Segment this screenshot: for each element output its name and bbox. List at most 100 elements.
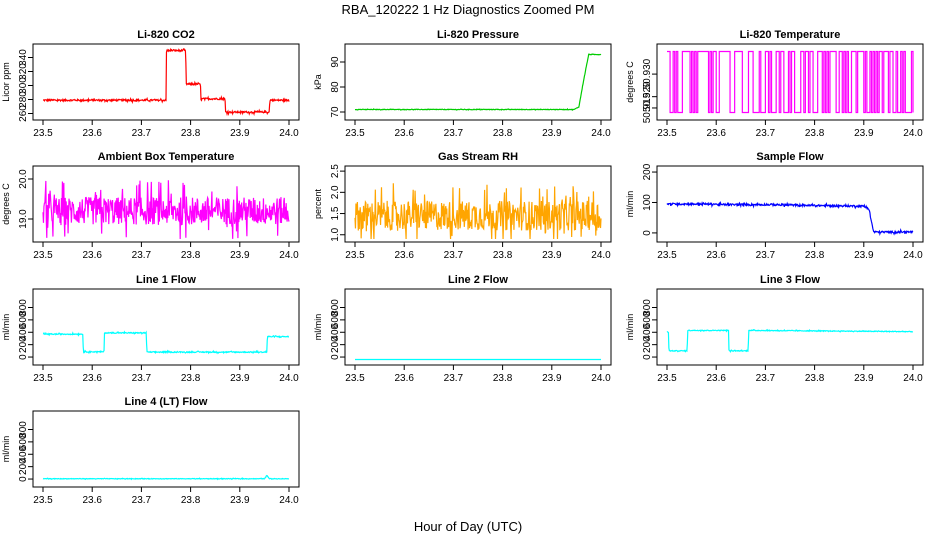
panel-7: Line 1 Flow 23.5 23.6 23.7 23.8 23.9 24.0 02004… [1, 274, 300, 384]
panel-9: Line 3 Flow 23.5 23.6 23.7 23.8 23.9 24.0 02004… [625, 274, 924, 384]
x-tick-label: 23.6 [82, 128, 102, 139]
panel-title: Gas Stream RH [438, 151, 518, 163]
x-tick-label: 23.9 [230, 373, 250, 384]
x-tick-label: 23.8 [181, 250, 201, 261]
x-tick-label: 23.9 [854, 250, 874, 261]
x-tick-label: 24.0 [591, 250, 611, 261]
x-tick-label: 23.6 [394, 373, 414, 384]
panel-2: Li-820 Pressure 23.5 23.6 23.7 23.8 23.9 24.0 7… [313, 29, 612, 139]
plot-frame [32, 165, 300, 243]
y-tick-label: 2.0 [330, 185, 341, 199]
y-tick-label: 400 [330, 323, 341, 340]
y-tick-label: 600 [330, 311, 341, 328]
y-tick-label: 340 [18, 49, 29, 66]
plot-frame [32, 43, 300, 121]
figure-xlabel: Hour of Day (UTC) [414, 519, 522, 534]
x-tick-label: 23.5 [33, 373, 53, 384]
plot-frame [656, 165, 924, 243]
x-tick-label: 23.5 [345, 128, 365, 139]
panel-3: Li-820 Temperature 23.5 23.6 23.7 23.8 23.9 24… [625, 29, 924, 139]
plot-frame [656, 43, 924, 121]
x-tick-label: 23.5 [657, 128, 677, 139]
y-tick-label: 400 [18, 445, 29, 462]
y-tick-label: 200 [642, 163, 653, 180]
x-tick-label: 23.6 [82, 373, 102, 384]
x-tick-label: 23.8 [493, 250, 513, 261]
x-tick-label: 23.5 [33, 128, 53, 139]
y-tick-label: 300 [18, 77, 29, 94]
y-tick-label: 800 [642, 299, 653, 316]
x-tick-label: 23.8 [493, 373, 513, 384]
y-axis-label: degrees C [625, 61, 635, 103]
y-tick-label: 70 [330, 106, 341, 118]
x-tick-label: 23.7 [756, 373, 776, 384]
y-tick-label: 50.920 [642, 81, 653, 112]
x-tick-label: 23.6 [394, 250, 414, 261]
series-line [667, 50, 914, 114]
y-tick-label: 0 [18, 476, 29, 482]
panel-title: Li-820 CO2 [137, 29, 194, 41]
x-tick-label: 24.0 [279, 128, 299, 139]
x-tick-label: 24.0 [903, 128, 923, 139]
x-tick-label: 23.9 [542, 128, 562, 139]
series-line [42, 47, 290, 117]
x-tick-label: 23.6 [82, 495, 102, 506]
panel-title: Ambient Box Temperature [98, 151, 235, 163]
x-tick-label: 24.0 [279, 495, 299, 506]
panel-title: Line 2 Flow [448, 274, 508, 286]
y-tick-label: 800 [330, 299, 341, 316]
panel-title: Line 3 Flow [760, 274, 820, 286]
y-tick-label: 0 [330, 354, 341, 360]
x-tick-label: 24.0 [591, 373, 611, 384]
x-tick-label: 24.0 [903, 373, 923, 384]
x-tick-label: 23.6 [706, 373, 726, 384]
x-tick-label: 23.9 [542, 373, 562, 384]
x-tick-label: 23.8 [805, 373, 825, 384]
x-tick-label: 23.9 [230, 495, 250, 506]
x-tick-label: 23.7 [444, 250, 464, 261]
panel-10: Line 4 (LT) Flow 23.5 23.6 23.7 23.8 23.9 24.0… [1, 396, 300, 506]
figure-title: RBA_120222 1 Hz Diagnostics Zoomed PM [342, 2, 595, 17]
x-tick-label: 24.0 [279, 250, 299, 261]
plot-frame [656, 288, 924, 366]
y-tick-label: 0 [642, 354, 653, 360]
x-tick-label: 23.5 [33, 495, 53, 506]
x-tick-label: 23.9 [230, 250, 250, 261]
plot-frame [32, 288, 300, 366]
x-tick-label: 23.9 [230, 128, 250, 139]
x-tick-label: 23.6 [706, 250, 726, 261]
x-tick-label: 23.6 [394, 128, 414, 139]
series-line [354, 53, 602, 112]
panel-title: Sample Flow [756, 151, 824, 163]
y-tick-label: 1.5 [330, 206, 341, 220]
y-tick-label: 260 [18, 105, 29, 122]
y-axis-label: percent [313, 188, 323, 219]
y-tick-label: 19.0 [18, 209, 29, 229]
series-line [666, 200, 914, 237]
panel-6: Sample Flow 23.5 23.6 23.7 23.8 23.9 24.0 0 100 2… [625, 151, 924, 261]
x-tick-label: 23.7 [132, 373, 152, 384]
y-tick-label: 800 [18, 299, 29, 316]
series-line [42, 330, 290, 355]
y-axis-label: kPa [313, 74, 323, 90]
x-tick-label: 23.8 [493, 128, 513, 139]
panel-5: Gas Stream RH 23.5 23.6 23.7 23.8 23.9 24.0 1.0… [313, 151, 612, 261]
x-tick-label: 24.0 [279, 373, 299, 384]
panel-title: Line 4 (LT) Flow [125, 396, 208, 408]
y-tick-label: 280 [18, 91, 29, 108]
x-tick-label: 23.7 [756, 128, 776, 139]
series-line [354, 183, 602, 240]
x-tick-label: 23.5 [345, 250, 365, 261]
plot-frame [32, 410, 300, 488]
y-tick-label: 200 [18, 336, 29, 353]
panel-title: Line 1 Flow [136, 274, 196, 286]
y-axis-label: ml/min [1, 436, 11, 463]
x-tick-label: 23.8 [805, 250, 825, 261]
y-axis-label: degrees C [1, 183, 11, 225]
y-axis-label: ml/min [625, 191, 635, 218]
y-tick-label: 0 [642, 230, 653, 236]
x-tick-label: 23.9 [542, 250, 562, 261]
y-tick-label: 320 [18, 63, 29, 80]
x-tick-label: 23.7 [444, 373, 464, 384]
